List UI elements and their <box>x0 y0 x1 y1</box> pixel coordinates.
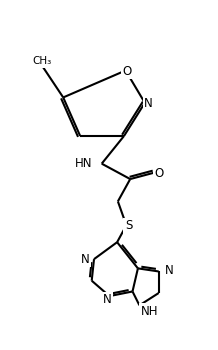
Text: HN: HN <box>75 157 92 170</box>
Text: CH₃: CH₃ <box>32 56 51 66</box>
Text: N: N <box>144 97 153 110</box>
Text: N: N <box>165 264 174 277</box>
Text: S: S <box>125 219 132 232</box>
Text: O: O <box>155 167 164 180</box>
Text: N: N <box>103 293 111 306</box>
Text: NH: NH <box>141 305 158 318</box>
Text: O: O <box>123 65 132 78</box>
Text: N: N <box>81 253 89 266</box>
